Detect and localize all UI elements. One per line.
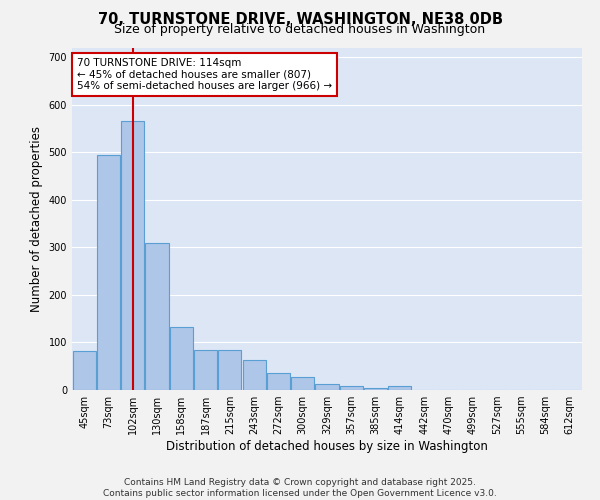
Text: Contains HM Land Registry data © Crown copyright and database right 2025.
Contai: Contains HM Land Registry data © Crown c… (103, 478, 497, 498)
Bar (267, 374, 290, 390)
Y-axis label: Number of detached properties: Number of detached properties (30, 126, 43, 312)
Bar (316, 384, 338, 390)
Bar (194, 350, 217, 390)
Bar (340, 386, 363, 390)
Text: Size of property relative to detached houses in Washington: Size of property relative to detached ho… (115, 22, 485, 36)
Text: 70, TURNSTONE DRIVE, WASHINGTON, NE38 0DB: 70, TURNSTONE DRIVE, WASHINGTON, NE38 0D… (97, 12, 503, 28)
Bar (97, 156, 120, 390)
Bar (145, 244, 169, 390)
Text: 70 TURNSTONE DRIVE: 114sqm
← 45% of detached houses are smaller (807)
54% of sem: 70 TURNSTONE DRIVE: 114sqm ← 45% of deta… (77, 58, 332, 91)
Bar (218, 350, 241, 390)
Bar (73, 350, 95, 390)
Bar (291, 376, 314, 390)
Bar (170, 326, 193, 390)
Bar (388, 386, 412, 390)
Bar (364, 388, 387, 390)
X-axis label: Distribution of detached houses by size in Washington: Distribution of detached houses by size … (166, 440, 488, 453)
Bar (242, 360, 266, 390)
Bar (121, 121, 144, 390)
